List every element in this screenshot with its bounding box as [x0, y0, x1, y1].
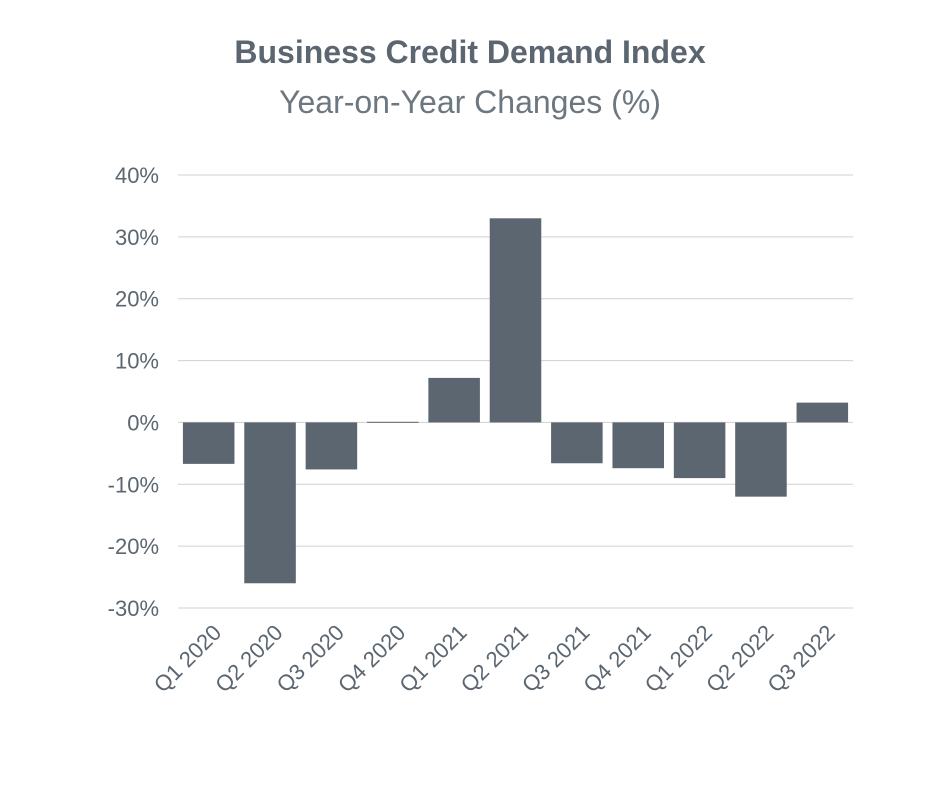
- x-tick-label: Q2 2021: [456, 620, 533, 697]
- y-tick-label: 40%: [115, 163, 159, 188]
- x-tick-label: Q3 2021: [517, 620, 594, 697]
- bar: [244, 422, 296, 584]
- x-tick-label: Q1 2020: [149, 620, 226, 697]
- x-tick-label: Q4 2020: [333, 620, 410, 697]
- bar: [182, 422, 235, 464]
- y-tick-label: -20%: [108, 534, 159, 559]
- x-tick-label: Q2 2020: [210, 620, 287, 697]
- x-tick-label: Q1 2021: [394, 620, 471, 697]
- y-tick-label: 0%: [127, 410, 159, 435]
- bars: [182, 218, 849, 584]
- y-tick-label: 20%: [115, 287, 159, 312]
- bar: [612, 422, 664, 469]
- chart-title: Business Credit Demand Index: [234, 34, 706, 70]
- bar: [735, 422, 787, 497]
- y-tick-label: -10%: [108, 472, 159, 497]
- bar: [489, 218, 542, 423]
- x-tick-label: Q1 2022: [640, 620, 717, 697]
- y-tick-label: 30%: [115, 225, 159, 250]
- x-tick-label: Q3 2020: [272, 620, 349, 697]
- bar: [673, 422, 726, 479]
- bar: [551, 422, 603, 464]
- bar: [796, 402, 849, 423]
- x-tick-label: Q4 2021: [578, 620, 655, 697]
- x-tick-label: Q3 2022: [762, 620, 839, 697]
- y-tick-label: 10%: [115, 349, 159, 374]
- y-axis-ticks: -30% -20% -10% 0% 10% 20% 30% 40%: [108, 163, 159, 621]
- chart-subtitle: Year-on-Year Changes (%): [279, 84, 661, 120]
- x-tick-label: Q2 2022: [701, 620, 778, 697]
- y-tick-label: -30%: [108, 596, 159, 621]
- bar: [428, 377, 480, 423]
- bar: [305, 422, 358, 470]
- bar: [367, 421, 419, 423]
